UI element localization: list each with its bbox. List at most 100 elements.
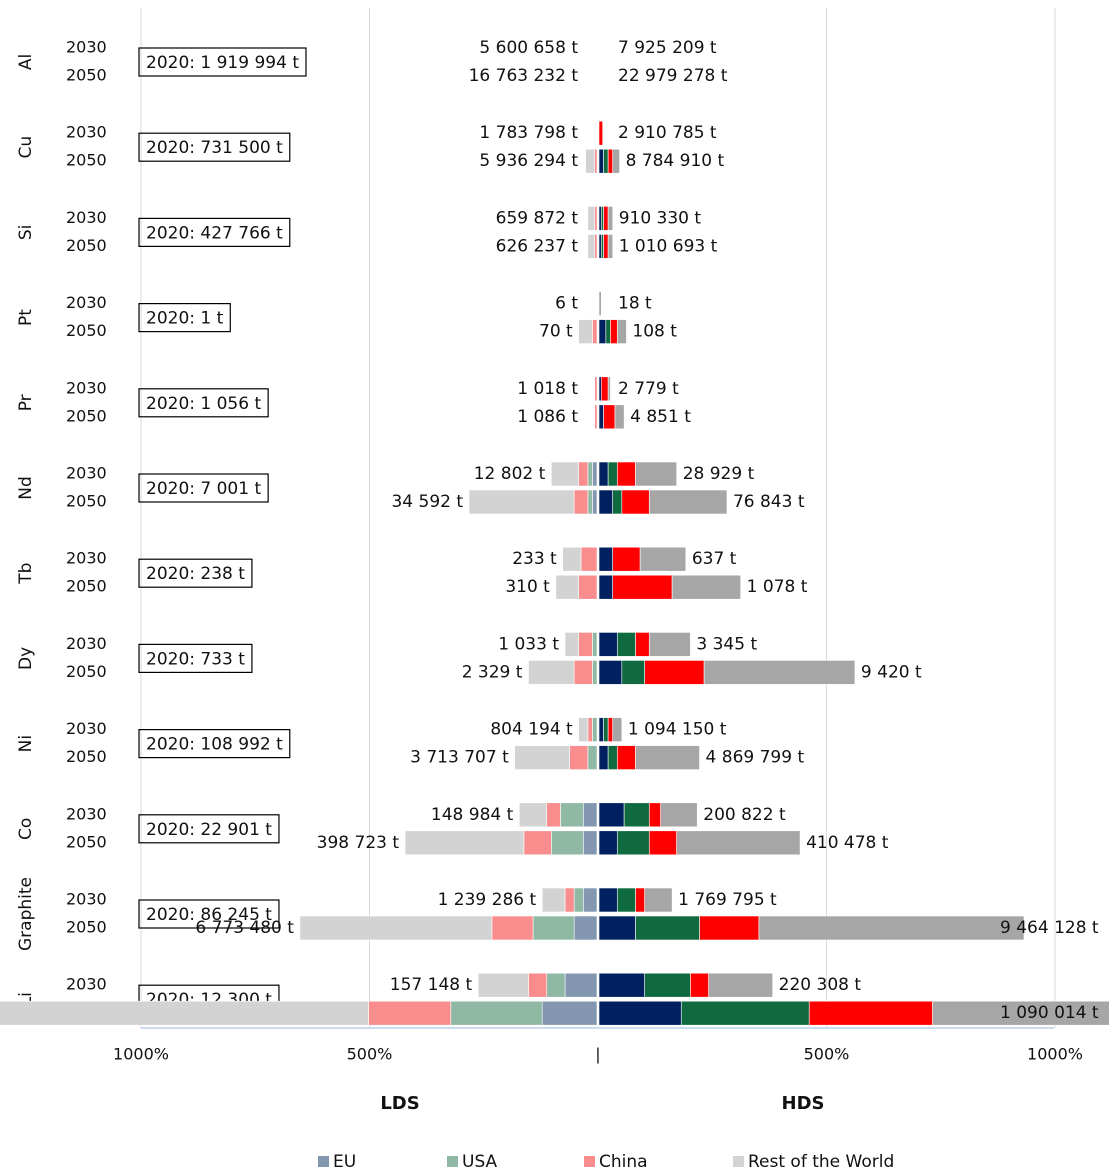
hds-value-label: 2 910 785 t xyxy=(618,123,717,143)
hds-value-label: 108 t xyxy=(632,322,677,342)
lds-value-label: 1 018 t xyxy=(517,379,578,399)
bar-hds-usa xyxy=(644,972,691,998)
material-group-pt: Pt 2020: 1 t 2030 6 t 18 t 2050 70 t 108 t xyxy=(16,291,677,344)
hds-value-label: 200 822 t xyxy=(703,805,786,825)
lds-value-label: 3 713 707 t xyxy=(410,748,509,768)
baseline-box xyxy=(138,132,291,162)
year-label: 2030 xyxy=(66,975,107,994)
bar-lds-china xyxy=(594,404,598,430)
x-tick-label: 1000% xyxy=(113,1045,169,1064)
baseline-label: 2020: 1 056 t xyxy=(146,394,261,414)
bar-lds-rest-of-the-world xyxy=(562,546,582,572)
year-label: 2030 xyxy=(66,549,107,568)
legend-label: EU xyxy=(333,1152,356,1172)
bar-hds-rest-of-the-world xyxy=(635,745,700,770)
bar-lds-rest-of-the-world xyxy=(587,234,596,259)
material-label: Tb xyxy=(16,563,36,585)
bar-hds-rest-of-the-world xyxy=(614,404,625,430)
bar-lds-china xyxy=(587,717,593,742)
legend-swatch xyxy=(584,1156,595,1167)
x-tick-label: 1000% xyxy=(1027,1045,1083,1064)
bar-lds-rest-of-the-world xyxy=(519,802,548,828)
year-label: 2030 xyxy=(66,464,107,483)
hds-value-label: 1 769 795 t xyxy=(678,890,777,910)
bar-lds-usa xyxy=(560,802,584,828)
material-group-graphite: Graphite 2020: 86 245 t 2030 1 239 286 t 1 7… xyxy=(16,877,1099,951)
material-label: Pr xyxy=(16,394,36,411)
hds-value-label: 4 851 t xyxy=(630,407,691,427)
baseline-label: 2020: 1 919 994 t xyxy=(146,53,299,73)
bar-hds-eu xyxy=(598,887,618,913)
year-label: 2030 xyxy=(66,38,107,57)
bar-lds-rest-of-the-world xyxy=(564,632,580,657)
bar-lds-eu xyxy=(592,489,598,515)
bar-lds-china xyxy=(578,632,593,657)
bar-hds-usa xyxy=(621,660,645,685)
hds-value-label: 910 330 t xyxy=(619,208,702,228)
lds-value-label: 12 802 t xyxy=(474,464,546,484)
bar-hds-china xyxy=(603,206,609,231)
bar-lds-china xyxy=(573,489,589,515)
hds-value-label: 1 090 014 t xyxy=(1000,1003,1099,1023)
legend: EU USA China Rest of the World xyxy=(318,1152,894,1172)
bar-hds-eu xyxy=(598,972,646,998)
material-group-dy: Dy 2020: 733 t 2030 1 033 t 3 345 t 2050 2 329… xyxy=(16,632,922,685)
bar-lds-eu xyxy=(541,1000,598,1026)
bar-hds-china xyxy=(607,717,614,742)
baseline-label: 2020: 22 901 t xyxy=(146,820,272,840)
bar-hds-eu xyxy=(598,461,609,487)
hds-value-label: 28 929 t xyxy=(683,464,755,484)
bar-hds-usa xyxy=(600,234,604,259)
bar-hds-china xyxy=(699,915,760,941)
bar-lds-usa xyxy=(532,915,575,941)
bar-lds-eu xyxy=(564,972,598,998)
bar-lds-usa xyxy=(573,887,584,913)
bar-lds-china xyxy=(368,1000,452,1026)
legend-swatch xyxy=(733,1156,744,1167)
material-group-al: Al 2020: 1 919 994 t 2030 5 600 658 t 7 925 … xyxy=(16,38,728,87)
year-label: 2050 xyxy=(66,66,107,85)
lds-value-label: 233 t xyxy=(512,549,557,569)
bar-hds-china xyxy=(690,972,709,998)
x-tick-label: | xyxy=(595,1045,600,1064)
bar-hds-rest-of-the-world xyxy=(644,887,673,913)
year-label: 2030 xyxy=(66,378,107,397)
hds-value-label: 7 925 209 t xyxy=(618,38,717,58)
bar-lds-rest-of-the-world xyxy=(541,887,566,913)
baseline-box xyxy=(138,303,231,333)
material-label: Cu xyxy=(16,136,36,159)
bar-hds-eu xyxy=(598,915,636,941)
bar-hds-rest-of-the-world xyxy=(607,376,611,402)
baseline-label: 2020: 427 766 t xyxy=(146,223,283,243)
baseline-box xyxy=(138,814,280,844)
bar-hds-eu xyxy=(598,745,609,770)
legend-label: USA xyxy=(462,1152,498,1172)
material-label: Dy xyxy=(16,647,36,670)
bar-lds-rest-of-the-world xyxy=(550,461,580,487)
baseline-box xyxy=(138,899,280,929)
material-label: Nd xyxy=(16,476,36,500)
bar-hds-rest-of-the-world xyxy=(607,234,614,259)
bar-lds-eu xyxy=(582,802,598,828)
bar-hds-usa xyxy=(616,887,636,913)
bar-lds-china xyxy=(592,319,598,344)
bar-lds-usa xyxy=(592,660,598,685)
bar-hds-china xyxy=(612,546,641,572)
hds-value-label: 1 094 150 t xyxy=(628,720,727,740)
lds-value-label: 1 783 798 t xyxy=(479,123,578,143)
bar-hds-usa xyxy=(600,206,604,231)
bar-lds-china xyxy=(546,802,561,828)
year-label: 2050 xyxy=(66,747,107,766)
legend-label: China xyxy=(599,1152,648,1172)
hds-value-label: 2 779 t xyxy=(618,379,679,399)
bar-lds-china xyxy=(491,915,534,941)
hds-label: HDS xyxy=(782,1093,825,1114)
hds-value-label: 9 420 t xyxy=(861,662,922,682)
bar-lds-rest-of-the-world xyxy=(514,745,570,770)
material-group-pr: Pr 2020: 1 056 t 2030 1 018 t 2 779 t 2050 1 0… xyxy=(16,376,691,430)
x-tick-label: 500% xyxy=(347,1045,393,1064)
bar-hds-eu xyxy=(598,546,614,572)
bar-lds-china xyxy=(594,376,598,402)
baseline-box xyxy=(138,47,307,77)
